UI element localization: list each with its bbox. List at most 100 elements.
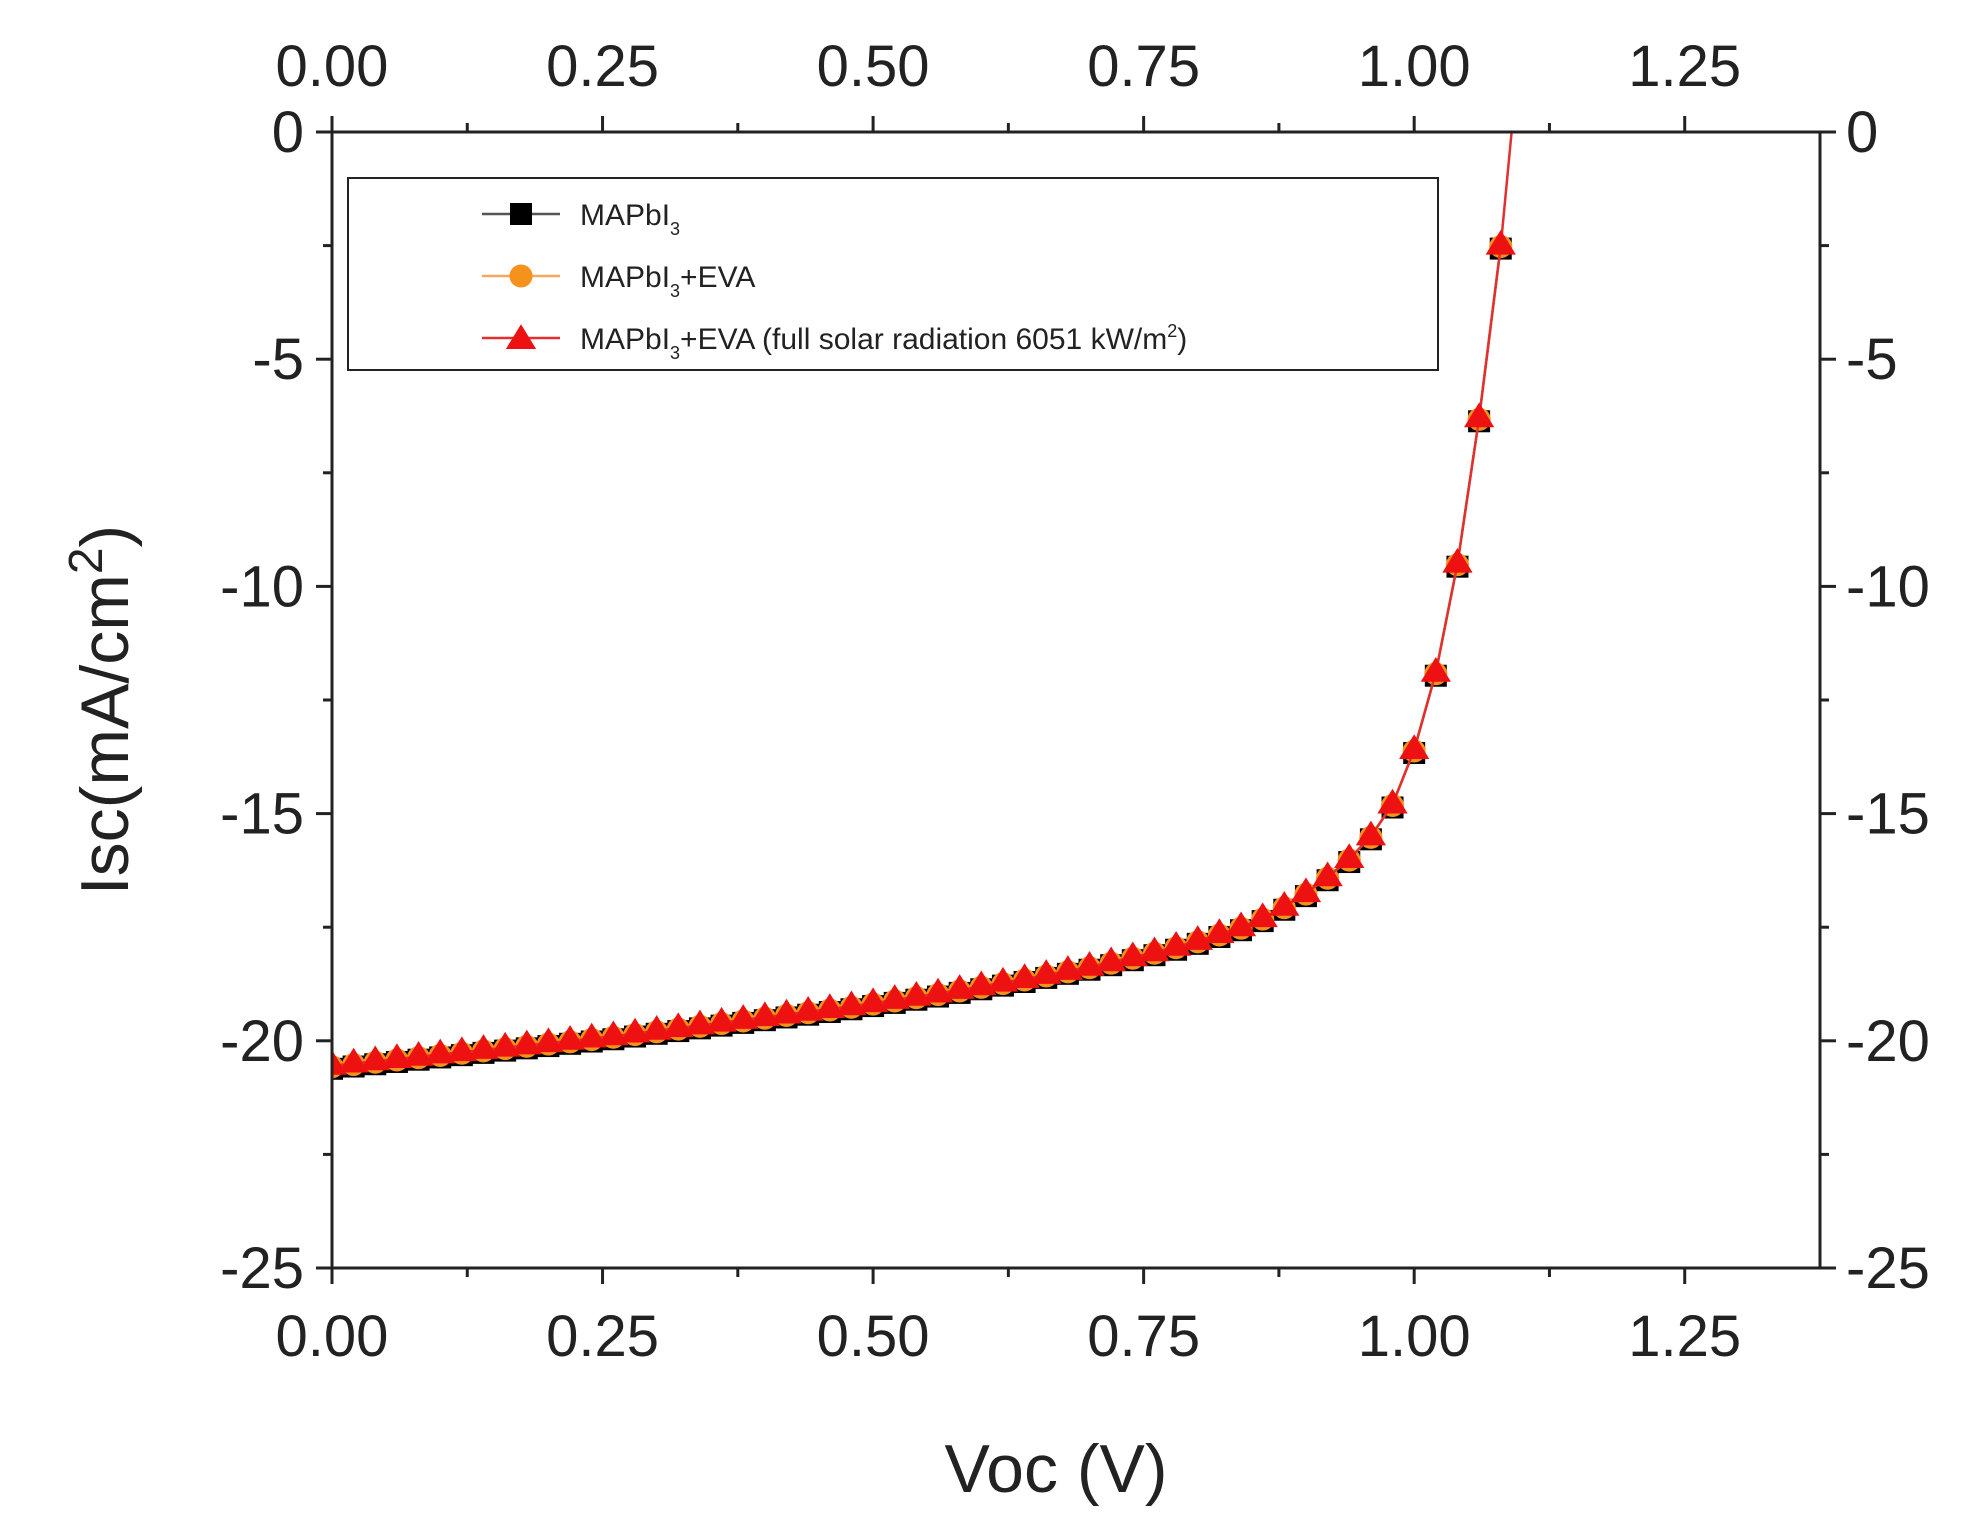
data-point-triangle xyxy=(446,1036,477,1062)
legend-label-part: MAPbI xyxy=(580,261,670,294)
y-tick-label-left: -20 xyxy=(220,1009,304,1074)
x-tick-label-top: 0.50 xyxy=(817,34,930,99)
legend-label: MAPbI3+EVA xyxy=(580,261,755,301)
data-point-triangle xyxy=(1031,959,1062,984)
x-tick-label-top: 1.25 xyxy=(1628,34,1741,99)
legend-label-part: ) xyxy=(1177,323,1187,356)
data-point-triangle xyxy=(706,1006,737,1032)
legend-marker-triangle xyxy=(505,324,537,349)
data-point-triangle xyxy=(1355,820,1387,846)
data-point-triangle xyxy=(1247,902,1278,928)
legend-label-part: MAPbI xyxy=(580,323,670,356)
data-point-triangle xyxy=(901,980,932,1006)
y-axis-label-sup: 2 xyxy=(60,547,113,574)
data-point-triangle xyxy=(728,1004,759,1029)
data-point-triangle xyxy=(1442,547,1473,573)
data-point-triangle xyxy=(987,966,1019,992)
data-point-triangle xyxy=(360,1045,391,1071)
data-point-triangle xyxy=(641,1015,672,1040)
data-point-triangle xyxy=(1377,788,1408,814)
legend-marker-circle xyxy=(509,264,533,288)
data-point-triangle xyxy=(749,1001,780,1027)
data-point-triangle xyxy=(533,1027,564,1053)
data-point-triangle xyxy=(1052,955,1084,980)
data-point-triangle xyxy=(771,998,802,1024)
x-tick-label-bottom: 0.75 xyxy=(1087,1304,1200,1369)
data-point-triangle xyxy=(554,1025,586,1050)
x-tick-label-bottom: 1.25 xyxy=(1628,1304,1741,1369)
y-axis-label-end: ) xyxy=(67,525,143,548)
data-point-triangle xyxy=(684,1009,716,1035)
data-point-triangle xyxy=(1269,891,1300,916)
data-point-triangle xyxy=(944,974,975,999)
data-point-triangle xyxy=(966,970,997,996)
legend-label: MAPbI3 xyxy=(580,199,680,239)
data-point-triangle xyxy=(793,995,824,1021)
data-point-triangle xyxy=(490,1031,521,1057)
legend-label: MAPbI3+EVA (full solar radiation 6051 kW… xyxy=(580,321,1187,363)
x-tick-label-bottom: 0.00 xyxy=(276,1304,389,1369)
y-tick-label-left: 0 xyxy=(272,100,304,165)
data-point-triangle xyxy=(1204,918,1235,944)
data-point-triangle xyxy=(403,1040,434,1066)
data-point-triangle xyxy=(619,1017,651,1043)
data-point-triangle xyxy=(814,993,845,1018)
x-axis-label: Voc (V) xyxy=(945,1431,1168,1507)
data-point-triangle xyxy=(1009,963,1040,989)
data-point-triangle xyxy=(425,1038,456,1064)
data-point-triangle xyxy=(857,987,889,1013)
data-point-triangle xyxy=(1182,925,1213,950)
axis-labels: Voc (V) Isc(mA/cm2) xyxy=(60,525,1167,1507)
data-point-triangle xyxy=(663,1012,694,1038)
x-tick-label-top: 0.75 xyxy=(1087,34,1200,99)
legend-label-part: MAPbI xyxy=(580,199,670,232)
axes: 0.00 0.00 0.25 0.25 0.50 0.50 0.75 0.75 1.00 1.00… xyxy=(220,34,1930,1369)
data-point-triangle xyxy=(576,1022,607,1048)
x-tick-label-bottom: 1.00 xyxy=(1358,1304,1471,1369)
data-point-triangle xyxy=(1312,861,1343,887)
legend-label-sub: 3 xyxy=(670,219,680,239)
data-point-triangle xyxy=(1420,656,1451,682)
legend-label-sup: 2 xyxy=(1167,321,1177,341)
y-tick-label-right: 0 xyxy=(1846,100,1878,165)
data-point-triangle xyxy=(511,1029,542,1055)
legend-label-sub: 3 xyxy=(670,343,680,363)
legend-label-part: +EVA xyxy=(680,261,755,294)
y-tick-label-left: -15 xyxy=(220,782,304,847)
data-point-triangle xyxy=(468,1034,499,1059)
series-triangle xyxy=(332,132,1516,1075)
data-point-triangle xyxy=(338,1047,369,1073)
y-tick-label-right: -5 xyxy=(1846,327,1898,392)
legend-marker-square xyxy=(510,203,532,225)
legend-label-sub: 3 xyxy=(670,281,680,301)
data-point-triangle xyxy=(381,1043,413,1068)
x-tick-label-top: 0.25 xyxy=(546,34,659,99)
x-tick-label-bottom: 0.50 xyxy=(817,1304,930,1369)
y-tick-label-left: -25 xyxy=(220,1236,304,1301)
data-point-triangle xyxy=(1399,734,1430,759)
x-tick-label-bottom: 0.25 xyxy=(546,1304,659,1369)
y-tick-label-right: -25 xyxy=(1846,1236,1930,1301)
data-point-triangle xyxy=(922,977,954,1003)
y-tick-label-right: -15 xyxy=(1846,782,1930,847)
y-tick-label-left: -5 xyxy=(252,327,304,392)
data-point-triangle xyxy=(1463,402,1495,428)
y-axis-label-main: Isc(mA/cm xyxy=(67,574,143,895)
data-point-triangle xyxy=(879,984,910,1009)
data-point-triangle xyxy=(836,990,867,1016)
y-tick-label-right: -10 xyxy=(1846,554,1930,619)
y-axis-label: Isc(mA/cm2) xyxy=(60,525,143,895)
data-point-triangle xyxy=(1334,843,1365,869)
x-tick-label-top: 1.00 xyxy=(1358,34,1471,99)
y-tick-label-right: -20 xyxy=(1846,1009,1930,1074)
x-tick-label-top: 0.00 xyxy=(276,34,389,99)
legend-label-part: +EVA (full solar radiation 6051 kW/m xyxy=(680,323,1167,356)
data-point-triangle xyxy=(598,1020,629,1046)
data-point-triangle xyxy=(1290,877,1322,903)
data-point-triangle xyxy=(1485,229,1516,255)
plot-area xyxy=(332,132,1516,1080)
y-tick-label-left: -10 xyxy=(220,554,304,619)
data-point-triangle xyxy=(1225,911,1257,937)
